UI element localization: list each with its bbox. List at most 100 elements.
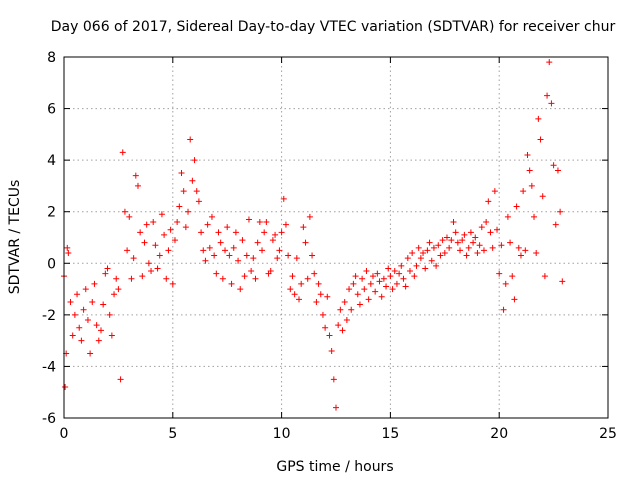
data-point [552, 221, 559, 228]
data-point [74, 291, 81, 298]
data-point [282, 221, 289, 228]
data-point [389, 286, 396, 293]
data-point [222, 247, 229, 254]
data-point [465, 244, 472, 251]
data-point [526, 167, 533, 174]
data-point [411, 273, 418, 280]
data-point [256, 219, 263, 226]
data-point [374, 270, 381, 277]
data-point [430, 244, 437, 251]
data-point [193, 188, 200, 195]
data-point [367, 280, 374, 287]
data-point [428, 257, 435, 264]
data-point [137, 229, 144, 236]
data-point [261, 229, 268, 236]
data-point [509, 273, 516, 280]
data-point [550, 162, 557, 169]
data-point [333, 404, 339, 411]
data-point [317, 291, 324, 298]
data-point [348, 306, 355, 313]
data-point [339, 327, 346, 334]
data-point [239, 237, 246, 244]
data-point [132, 172, 139, 179]
data-point [463, 252, 470, 259]
data-point [167, 226, 174, 233]
data-point [150, 219, 157, 226]
data-point [424, 247, 431, 254]
data-point [365, 296, 372, 303]
data-point [443, 234, 450, 241]
data-point [69, 332, 76, 339]
data-point [522, 247, 529, 254]
data-point [533, 249, 540, 256]
data-point [507, 239, 514, 246]
data-point [248, 268, 255, 275]
data-point [206, 244, 213, 251]
data-point [470, 239, 477, 246]
data-point [494, 226, 501, 233]
data-point [126, 213, 133, 220]
data-point [406, 268, 413, 275]
data-point [541, 273, 548, 280]
data-point [413, 262, 420, 269]
data-point [346, 286, 353, 293]
data-point [224, 224, 231, 231]
data-point [185, 208, 192, 215]
data-point [387, 273, 394, 280]
data-point [228, 280, 235, 287]
data-point [180, 188, 187, 195]
data-point [289, 273, 296, 280]
data-point [100, 301, 107, 308]
data-point [315, 280, 322, 287]
data-point [235, 257, 242, 264]
data-point [350, 280, 357, 287]
data-point [143, 221, 150, 228]
data-point [520, 188, 527, 195]
data-point [304, 275, 311, 282]
data-point [496, 270, 503, 277]
data-point [62, 384, 69, 391]
data-point [65, 249, 72, 256]
data-point [208, 213, 215, 220]
data-point [130, 255, 137, 262]
data-point [278, 229, 285, 236]
chart-title: Day 066 of 2017, Sidereal Day-to-day VTE… [51, 19, 616, 35]
data-point [306, 213, 313, 220]
data-point [64, 244, 71, 251]
data-point [513, 203, 520, 210]
data-point [459, 237, 466, 244]
data-point [117, 376, 124, 383]
data-point [204, 221, 211, 228]
data-point [557, 208, 564, 215]
y-axis-title: SDTVAR / TECUs [7, 180, 23, 295]
data-point [82, 286, 89, 293]
data-point [76, 324, 83, 331]
data-point [546, 59, 553, 66]
data-point [535, 115, 542, 122]
data-point [504, 213, 511, 220]
data-point [433, 262, 440, 269]
data-point [274, 255, 281, 262]
data-point [337, 306, 344, 313]
data-point [241, 273, 248, 280]
data-point [191, 157, 198, 164]
data-point [119, 149, 126, 156]
data-point [472, 234, 479, 241]
plot-frame [63, 56, 609, 419]
x-tick-label: 5 [168, 426, 177, 442]
data-point [163, 275, 170, 282]
data-point [91, 280, 98, 287]
data-point [158, 211, 165, 218]
data-point [409, 249, 416, 256]
data-point [330, 376, 337, 383]
x-tick-label: 10 [273, 426, 291, 442]
data-point [84, 317, 91, 324]
data-point [174, 219, 181, 226]
x-tick-label: 20 [490, 426, 508, 442]
data-point [437, 252, 444, 259]
data-point [263, 219, 270, 226]
data-point [398, 262, 405, 269]
data-point [152, 242, 159, 249]
data-point [111, 291, 118, 298]
